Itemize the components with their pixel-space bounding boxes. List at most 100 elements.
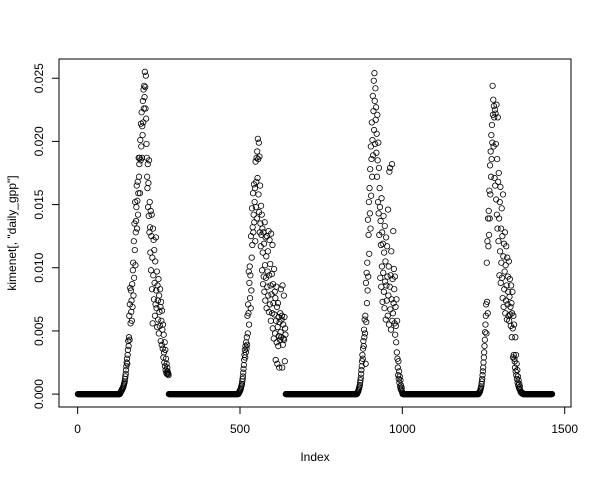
data-point bbox=[143, 140, 150, 148]
data-point bbox=[483, 330, 490, 337]
data-point bbox=[375, 164, 383, 172]
data-point bbox=[373, 173, 381, 180]
data-point bbox=[393, 349, 400, 356]
data-point bbox=[134, 197, 141, 204]
data-point bbox=[499, 191, 507, 198]
data-point bbox=[548, 391, 556, 398]
data-point bbox=[244, 341, 251, 348]
data-point bbox=[269, 241, 276, 249]
data-point bbox=[478, 378, 485, 385]
data-point bbox=[126, 336, 133, 343]
data-point bbox=[280, 292, 287, 299]
data-point bbox=[131, 274, 138, 281]
data-point bbox=[162, 346, 169, 353]
data-point bbox=[152, 234, 159, 241]
data-point bbox=[388, 161, 396, 168]
data-point bbox=[129, 281, 136, 288]
data-point bbox=[243, 345, 250, 352]
data-point bbox=[494, 114, 501, 121]
data-point bbox=[138, 143, 145, 150]
data-point bbox=[505, 258, 512, 265]
data-point bbox=[379, 229, 386, 236]
data-point bbox=[371, 70, 378, 77]
data-point bbox=[383, 243, 391, 250]
data-point bbox=[360, 326, 368, 333]
data-point bbox=[163, 360, 170, 367]
data-point bbox=[498, 205, 505, 212]
data-point bbox=[380, 212, 387, 220]
data-point bbox=[137, 137, 144, 144]
data-point bbox=[267, 260, 274, 268]
data-point bbox=[157, 337, 164, 345]
y-tick-label: 0.010 bbox=[32, 252, 46, 282]
data-point bbox=[501, 268, 508, 275]
data-point bbox=[254, 148, 261, 155]
data-point bbox=[382, 316, 389, 323]
data-point bbox=[248, 254, 255, 261]
data-point bbox=[140, 119, 147, 126]
data-point bbox=[240, 365, 247, 372]
data-point bbox=[266, 236, 273, 244]
data-point bbox=[147, 267, 155, 274]
data-point bbox=[360, 342, 367, 350]
data-point bbox=[381, 249, 388, 256]
data-point bbox=[246, 294, 254, 302]
data-point bbox=[491, 174, 498, 182]
data-point bbox=[510, 312, 517, 319]
y-axis: 0.000 0.005 0.010 0.015 0.020 0.025 bbox=[32, 63, 60, 409]
data-point bbox=[157, 298, 165, 305]
data-point bbox=[366, 210, 373, 217]
data-point bbox=[385, 263, 392, 270]
data-point bbox=[508, 282, 515, 289]
data-point bbox=[511, 355, 518, 362]
data-point bbox=[141, 94, 148, 101]
data-point bbox=[481, 349, 488, 356]
data-point bbox=[140, 105, 147, 112]
data-point bbox=[129, 267, 136, 274]
data-point bbox=[388, 248, 395, 255]
data-point bbox=[376, 185, 383, 192]
data-point bbox=[122, 370, 129, 377]
data-point bbox=[158, 307, 166, 314]
data-point bbox=[506, 293, 513, 300]
data-point bbox=[150, 272, 157, 279]
data-point bbox=[146, 224, 154, 231]
data-point bbox=[510, 351, 517, 359]
data-point bbox=[268, 270, 275, 278]
data-point bbox=[268, 230, 275, 237]
data-point bbox=[253, 178, 260, 185]
data-point bbox=[247, 305, 254, 312]
data-point bbox=[392, 303, 399, 311]
data-point bbox=[378, 195, 385, 202]
data-point bbox=[130, 292, 137, 299]
data-point bbox=[382, 278, 389, 285]
y-tick-label: 0.005 bbox=[32, 316, 46, 346]
data-point bbox=[363, 269, 370, 276]
data-point bbox=[378, 263, 385, 270]
data-point bbox=[487, 191, 494, 198]
data-point bbox=[239, 375, 246, 383]
data-point bbox=[254, 174, 261, 182]
data-points bbox=[74, 68, 556, 398]
data-point bbox=[264, 283, 271, 290]
data-point bbox=[132, 229, 139, 236]
data-point bbox=[141, 82, 148, 89]
data-point bbox=[388, 296, 395, 303]
data-point bbox=[508, 300, 515, 307]
data-point bbox=[142, 72, 149, 79]
data-point bbox=[364, 287, 371, 294]
data-point bbox=[149, 320, 156, 327]
data-point bbox=[383, 234, 390, 241]
data-point bbox=[362, 360, 369, 367]
data-point bbox=[395, 372, 402, 379]
data-point bbox=[124, 346, 132, 353]
data-point bbox=[486, 162, 494, 169]
data-point bbox=[500, 253, 507, 260]
data-point bbox=[495, 169, 502, 177]
data-point bbox=[386, 164, 394, 172]
data-point bbox=[485, 207, 492, 214]
data-point bbox=[389, 310, 397, 317]
data-point bbox=[481, 342, 488, 350]
data-point bbox=[133, 204, 140, 211]
data-point bbox=[494, 225, 501, 232]
